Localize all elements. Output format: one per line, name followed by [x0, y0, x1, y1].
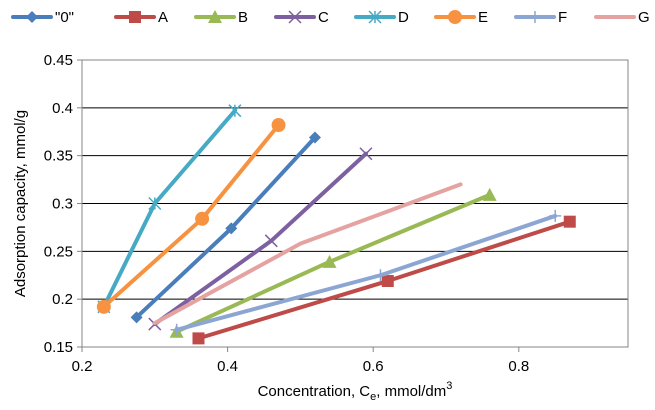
data-point: [288, 10, 302, 24]
data-point: [192, 332, 205, 345]
data-point: [130, 311, 143, 324]
legend: "0" A B C D E F G: [11, 9, 650, 26]
data-point: [228, 104, 242, 118]
data-point: [448, 10, 462, 24]
legend-item: G: [594, 9, 650, 26]
data-point: [368, 10, 382, 24]
data-point: [381, 274, 394, 287]
data-point: [271, 118, 286, 133]
legend-label: E: [478, 9, 488, 26]
series-0: [130, 131, 321, 324]
series-5: [96, 118, 286, 314]
legend-item: A: [114, 9, 168, 26]
legend-label: A: [158, 9, 168, 26]
data-point: [322, 254, 337, 268]
y-axis-label: Adsorption capacity, mmol/g: [12, 110, 29, 297]
data-point: [26, 11, 38, 23]
x-tick-label: 0.2: [72, 358, 93, 375]
x-axis-ticks: 0.2 0.4 0.6 0.8: [72, 347, 529, 375]
series-line: [152, 182, 463, 326]
x-axis-label-unit: , mmol/dm: [376, 383, 446, 400]
legend-item: F: [514, 9, 567, 26]
legend-label: C: [318, 9, 329, 26]
series-group: [96, 104, 576, 345]
legend-item: "0": [11, 9, 74, 26]
x-axis-label-superscript: 3: [446, 380, 452, 392]
data-point: [208, 10, 222, 23]
data-point: [129, 11, 141, 23]
legend-label: G: [638, 9, 650, 26]
y-tick-label: 0.45: [44, 52, 73, 69]
data-point: [195, 211, 210, 226]
data-point: [225, 222, 238, 235]
series-4: [97, 104, 242, 314]
legend-label: D: [398, 9, 409, 26]
data-point: [549, 209, 562, 222]
series-line: [101, 108, 237, 309]
x-tick-label: 0.8: [508, 358, 529, 375]
series-line: [174, 213, 558, 332]
legend-item: D: [354, 9, 409, 26]
data-point: [482, 187, 497, 201]
y-tick-label: 0.3: [52, 196, 73, 213]
data-point: [96, 299, 111, 314]
x-axis-label-main: Concentration, C: [258, 383, 371, 400]
data-point: [529, 11, 541, 23]
series-7: [152, 182, 463, 326]
data-point: [308, 131, 321, 144]
data-point: [264, 234, 278, 248]
data-point: [148, 196, 162, 211]
data-point: [563, 215, 576, 228]
y-tick-label: 0.35: [44, 148, 73, 165]
series-6: [170, 209, 562, 336]
legend-label: F: [558, 9, 567, 26]
x-tick-label: 0.4: [217, 358, 238, 375]
y-tick-label: 0.4: [52, 100, 73, 117]
series-1: [192, 215, 576, 345]
legend-label: B: [238, 9, 248, 26]
x-tick-label: 0.6: [363, 358, 384, 375]
data-point: [170, 323, 183, 336]
legend-item: C: [274, 9, 329, 26]
legend-item: E: [434, 9, 488, 26]
y-axis-ticks: 0.15 0.2 0.25 0.3 0.35 0.4 0.45: [44, 52, 82, 356]
y-tick-label: 0.2: [52, 291, 73, 308]
data-point: [359, 147, 373, 161]
legend-label: "0": [55, 9, 74, 26]
gridlines: [82, 107, 628, 300]
x-axis-label-subscript: e: [370, 391, 376, 403]
data-point: [374, 269, 387, 282]
y-tick-label: 0.25: [44, 243, 73, 260]
legend-item: B: [194, 9, 248, 26]
y-tick-label: 0.15: [44, 339, 73, 356]
series-line: [101, 123, 281, 309]
x-axis-label: Concentration, Ce, mmol/dm3: [258, 380, 453, 403]
